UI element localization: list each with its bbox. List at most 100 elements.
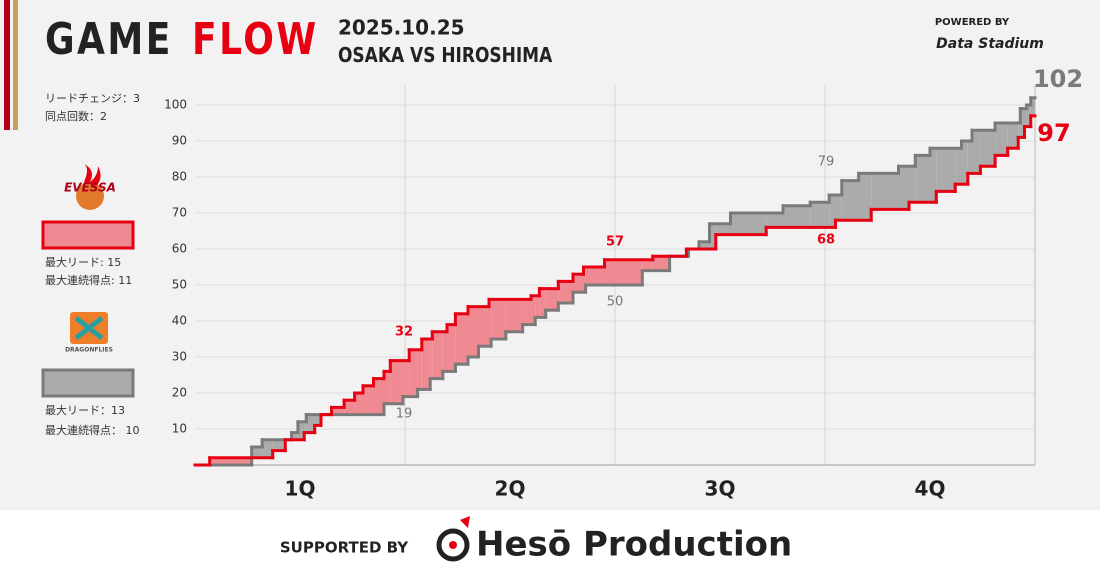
lead-area: [955, 148, 962, 185]
lead-area: [936, 148, 956, 192]
max-lead: 最大リード：13: [45, 403, 125, 417]
lead-area: [209, 457, 252, 465]
lead-area: [585, 267, 605, 285]
lead-area: [699, 241, 710, 249]
annotation: 19: [396, 407, 413, 422]
y-tick-label: 10: [172, 422, 187, 436]
lead-area: [489, 299, 492, 347]
y-tick-label: 40: [172, 314, 187, 328]
max-run: 最大連続得点： 10: [45, 423, 140, 437]
sponsor-logo: Data Stadium: [936, 36, 1044, 52]
y-tick-label: 70: [172, 206, 187, 220]
lead-area: [447, 324, 456, 372]
lead-area: [967, 141, 972, 174]
lead-area: [421, 339, 431, 390]
lead-area: [531, 295, 536, 325]
lead-area: [583, 267, 586, 293]
lead-area: [841, 180, 859, 221]
accent-bar: [4, 0, 10, 130]
powered-by: POWERED BY: [935, 17, 1010, 28]
lead-area: [709, 223, 716, 249]
lead-area: [331, 407, 345, 415]
lead-area: [505, 299, 523, 332]
lead-area: [1018, 123, 1021, 138]
lead-area: [829, 195, 836, 228]
logo-text: DRAGONFLIES: [65, 347, 113, 354]
lead-changes: リードチェンジ：3: [45, 92, 140, 105]
title: FLOW: [192, 15, 319, 65]
lead-area: [1026, 105, 1031, 127]
plot: 10 20 30 40 50 60 70 80 90 100 1Q 2Q 3Q 4Q: [164, 85, 1037, 501]
y-tick-label: 30: [172, 350, 187, 364]
lead-area: [858, 173, 872, 221]
date: 2025.10.25: [338, 16, 465, 40]
lead-area: [898, 166, 909, 210]
lead-area: [417, 349, 422, 390]
x-tick-label: 4Q: [915, 477, 946, 501]
lead-area: [835, 195, 842, 221]
lead-area: [251, 447, 263, 458]
lead-area: [1020, 108, 1025, 138]
lead-area: [604, 259, 643, 285]
lead-area: [558, 281, 573, 303]
annotation: 32: [395, 325, 413, 340]
lead-area: [730, 213, 767, 235]
annotation: 79: [818, 155, 835, 170]
lead-area: [871, 173, 899, 210]
logo-text: EVESSA: [64, 181, 116, 195]
ties: 同点回数：2: [45, 110, 107, 123]
y-tick-label: 60: [172, 242, 187, 256]
background: [0, 0, 1100, 510]
sponsor: Hesō Production: [476, 525, 792, 565]
logo-flame: [84, 164, 101, 186]
lead-area: [478, 306, 489, 347]
lead-area: [432, 331, 443, 379]
lead-area: [306, 414, 315, 433]
accent-bar: [13, 0, 18, 130]
lead-area: [545, 288, 559, 311]
lead-area: [995, 123, 1008, 156]
annotation: 57: [606, 235, 624, 250]
lead-area: [810, 202, 830, 228]
lead-area: [930, 148, 937, 203]
legend-swatch: [41, 220, 135, 250]
sponsor-icon: [449, 541, 457, 549]
lead-area: [491, 299, 506, 339]
lead-area: [442, 331, 447, 372]
lead-area: [384, 371, 391, 404]
max-lead: 最大リード: 15: [45, 255, 121, 269]
lead-area: [909, 166, 916, 203]
lead-area: [291, 432, 298, 440]
sponsor-icon: [460, 516, 470, 528]
x-tick-label: 3Q: [705, 477, 736, 501]
team-logo: DRAGONFLIES: [65, 312, 113, 354]
lead-area: [262, 439, 273, 458]
max-run: 最大連続得点: 11: [45, 273, 132, 287]
lead-area: [304, 421, 307, 433]
title: GAME: [45, 15, 173, 65]
lead-area: [363, 385, 374, 415]
supported-by: SUPPORTED BY: [280, 539, 409, 557]
lead-area: [642, 259, 653, 271]
lead-area: [409, 349, 418, 397]
lead-area: [390, 360, 403, 404]
logo-mark: [74, 316, 104, 340]
sponsor-icon: [436, 528, 470, 562]
lead-area: [539, 288, 546, 318]
lead-area: [766, 213, 783, 228]
lead-area: [573, 274, 584, 293]
lead-area: [915, 155, 930, 203]
matchup: OSAKA VS HIROSHIMA: [338, 45, 553, 68]
lead-area: [535, 295, 540, 318]
y-tick-label: 100: [164, 98, 187, 112]
lead-area: [1007, 123, 1019, 149]
annotation: 68: [817, 233, 835, 248]
lead-area: [522, 299, 531, 325]
lead-area: [652, 256, 670, 271]
logo-ball: [76, 182, 104, 210]
lead-area: [455, 313, 468, 365]
lead-area: [715, 223, 731, 235]
lead-area: [402, 360, 410, 397]
